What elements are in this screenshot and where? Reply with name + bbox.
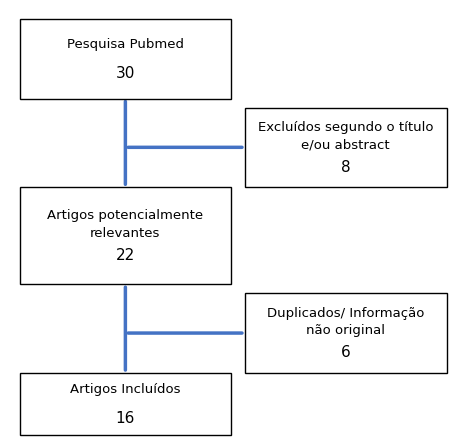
FancyBboxPatch shape	[245, 108, 447, 187]
Text: 30: 30	[116, 66, 135, 81]
Text: 22: 22	[116, 248, 135, 263]
FancyBboxPatch shape	[20, 19, 231, 99]
Text: Artigos potencialmente: Artigos potencialmente	[47, 209, 203, 222]
Text: não original: não original	[306, 324, 385, 337]
Text: e/ou abstract: e/ou abstract	[302, 138, 390, 152]
FancyBboxPatch shape	[20, 373, 231, 435]
Text: 16: 16	[116, 411, 135, 426]
Text: Pesquisa Pubmed: Pesquisa Pubmed	[67, 38, 184, 51]
Text: 6: 6	[341, 345, 351, 360]
Text: Duplicados/ Informação: Duplicados/ Informação	[267, 307, 425, 320]
FancyBboxPatch shape	[245, 293, 447, 373]
Text: 8: 8	[341, 160, 351, 175]
Text: Excluídos segundo o título: Excluídos segundo o título	[258, 121, 433, 134]
Text: relevantes: relevantes	[90, 227, 161, 240]
FancyBboxPatch shape	[20, 187, 231, 284]
Text: Artigos Incluídos: Artigos Incluídos	[70, 383, 181, 396]
